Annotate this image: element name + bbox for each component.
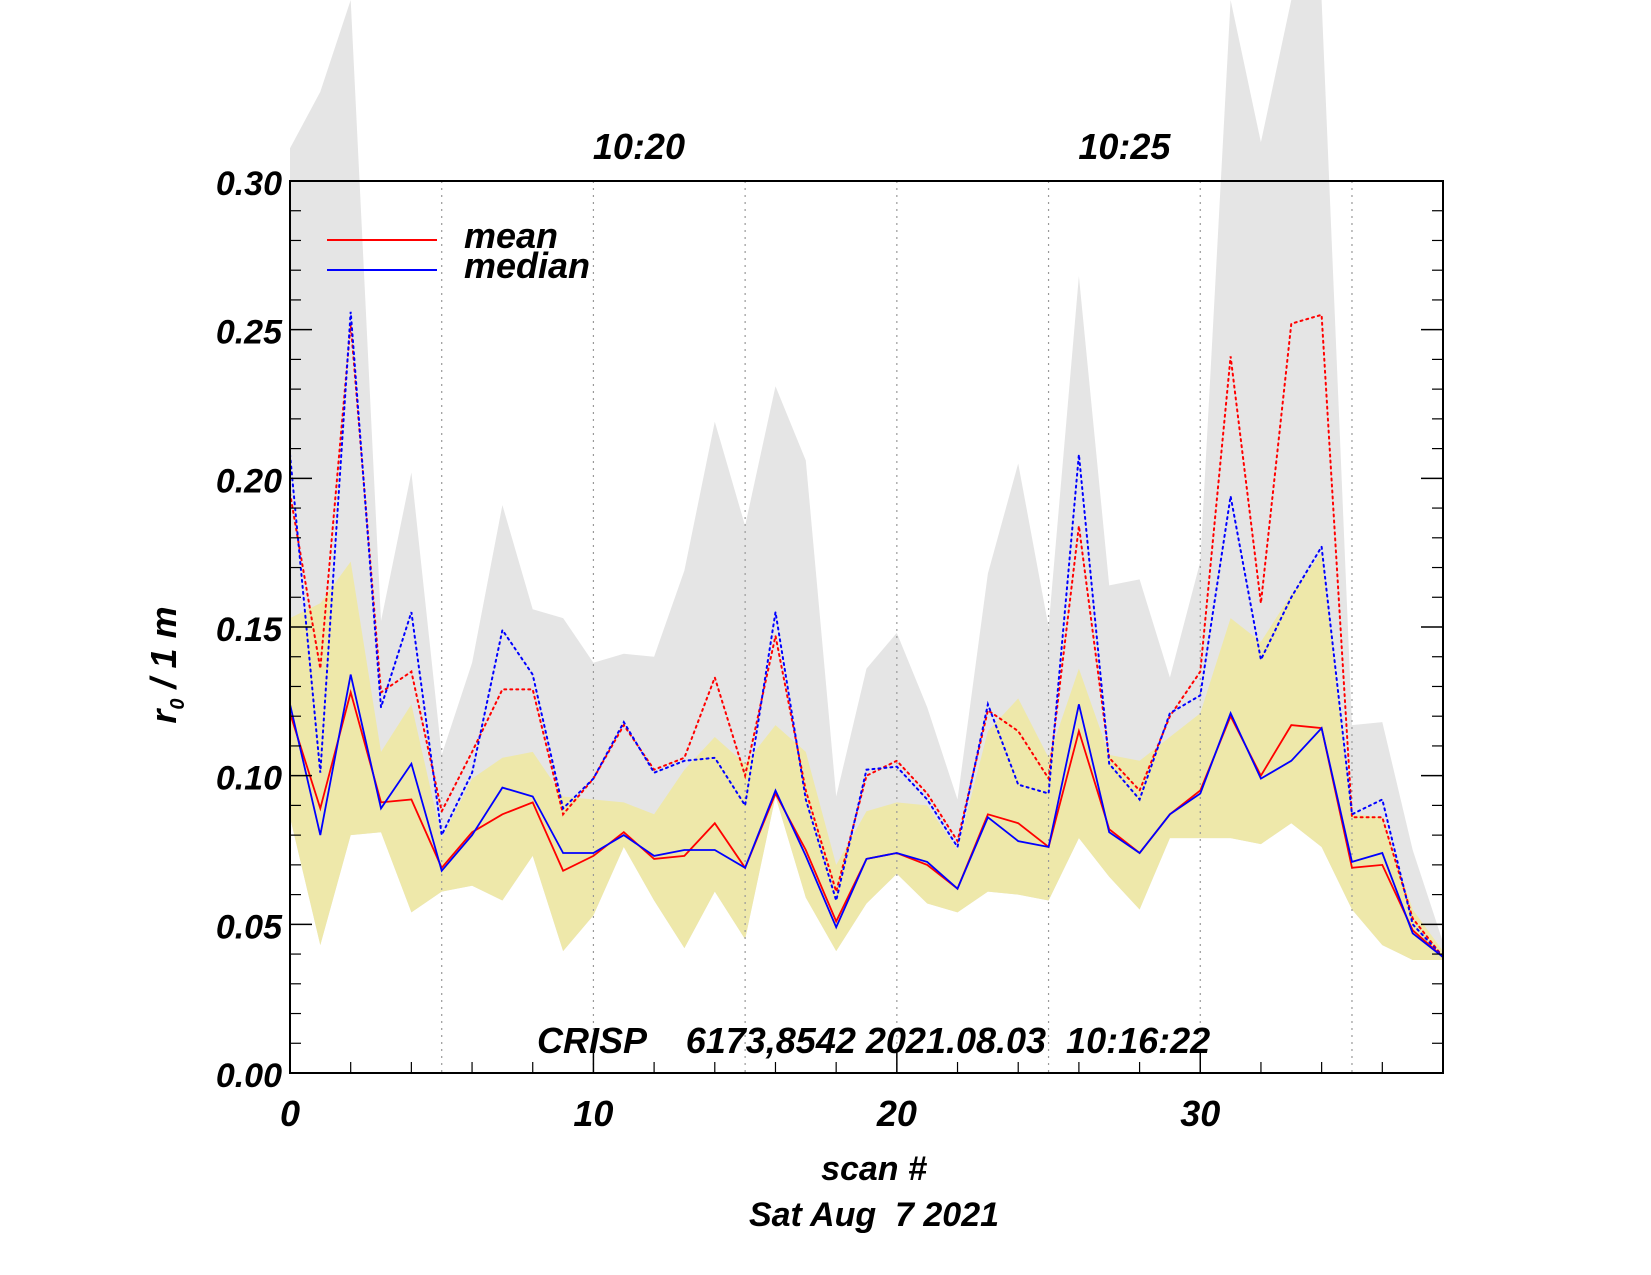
x-tick-label: 10 [573,1093,613,1134]
y-tick-label: 0.00 [216,1057,282,1095]
y-axis-label-subscript: 0 [167,698,189,709]
legend-label-median: median [464,245,590,286]
band-inner [290,552,1443,960]
axis-labels: 0.00 0.05 0.10 0.15 0.20 0.25 0.30 0 10 20 30 10:20… [216,126,1220,1134]
data-lines [289,311,1444,958]
x-axis-label: scan # [821,1150,927,1188]
y-tick-label: 0.30 [216,165,282,203]
x-tick-label: 20 [876,1093,917,1134]
y-axis-label-rest: / 1 m [143,606,184,698]
y-tick-label: 0.10 [216,760,282,798]
top-time-label: 10:20 [593,126,685,167]
series-mean-dotted-line [289,313,1444,958]
axis-ticks [289,180,1443,1074]
x-tick-label: 30 [1180,1093,1220,1134]
y-axis-label: r0 / 1 m [143,606,189,723]
date-label: Sat Aug 7 2021 [749,1196,999,1234]
series-median-dotted-line [289,311,1444,958]
range-bands [290,0,1443,960]
instrument-annotation: CRISP 6173,8542 2021.08.03 10:16:22 [537,1020,1210,1061]
y-tick-label: 0.05 [216,908,283,946]
vertical-gridlines [441,181,1353,1073]
series-median-line [289,674,1444,958]
y-tick-label: 0.25 [216,314,283,352]
legend-label-mean: mean [464,215,558,256]
top-time-label: 10:25 [1078,126,1171,167]
y-axis-label-main: r [143,708,184,724]
y-tick-label: 0.15 [216,611,283,649]
y-tick-label: 0.20 [216,462,282,500]
x-tick-label: 0 [280,1093,300,1134]
band-outer [290,0,1443,960]
